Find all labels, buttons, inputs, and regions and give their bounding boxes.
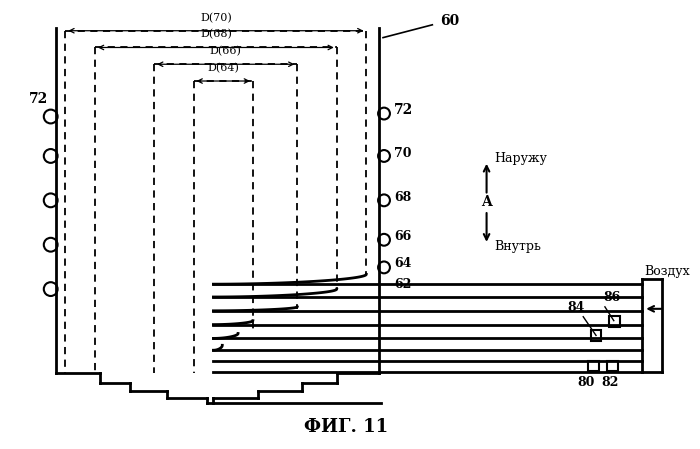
Bar	[608, 361, 618, 371]
Bar	[610, 316, 620, 327]
Text: 72: 72	[394, 103, 413, 117]
Bar	[588, 361, 598, 371]
Text: 60: 60	[440, 14, 459, 28]
Text: 66: 66	[394, 230, 411, 243]
Text: 84: 84	[568, 301, 585, 314]
Text: Воздух: Воздух	[645, 265, 690, 278]
Text: 80: 80	[578, 376, 595, 389]
Text: D(66): D(66)	[210, 46, 242, 57]
Text: 64: 64	[394, 257, 412, 270]
Text: ФИГ. 11: ФИГ. 11	[304, 418, 389, 436]
Text: 70: 70	[394, 147, 412, 160]
Text: 86: 86	[603, 291, 620, 304]
Text: Наружу: Наружу	[494, 152, 547, 165]
Text: 68: 68	[394, 191, 411, 204]
Text: D(68): D(68)	[200, 29, 232, 40]
Text: 72: 72	[29, 92, 48, 106]
Text: D(64): D(64)	[207, 63, 239, 73]
Bar	[591, 330, 601, 341]
Text: 82: 82	[601, 376, 619, 389]
Text: Внутрь: Внутрь	[494, 240, 541, 253]
Text: D(70): D(70)	[200, 13, 232, 23]
Text: 62: 62	[394, 277, 412, 291]
Text: A: A	[481, 195, 492, 209]
